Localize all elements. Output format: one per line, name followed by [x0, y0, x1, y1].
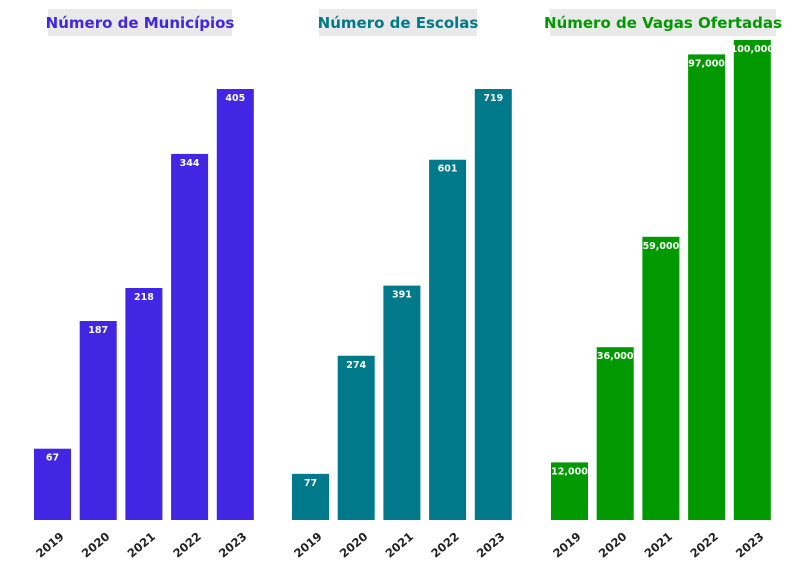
bar-2022: [429, 159, 467, 520]
bar-value-label: 97,000: [688, 58, 725, 69]
bar-2021: [125, 288, 163, 520]
panel-title: Número de Escolas: [318, 14, 479, 32]
bar-value-label: 405: [225, 93, 245, 104]
x-tick-label: 2021: [383, 529, 417, 560]
x-tick-label: 2023: [733, 529, 767, 560]
x-tick-label: 2022: [687, 529, 721, 560]
bar-value-label: 100,000: [731, 44, 775, 55]
panel-2: Número de Escolas 77 2019 274 2020 391 2021 601…: [291, 9, 512, 561]
x-tick-label: 2020: [337, 529, 371, 560]
bar-2023: [474, 89, 512, 520]
bar-2019: [34, 448, 71, 520]
bar-2022: [171, 153, 209, 520]
bar-2020: [596, 347, 634, 520]
bar-value-label: 274: [346, 360, 366, 371]
x-tick-label: 2020: [79, 529, 113, 560]
bar-2019: [551, 462, 588, 520]
panel-title-background: [319, 9, 477, 36]
bar-value-label: 77: [304, 478, 317, 489]
bar-value-label: 719: [483, 93, 503, 104]
bar-2021: [383, 285, 421, 520]
bar-value-label: 344: [180, 158, 200, 169]
x-tick-label: 2023: [216, 529, 250, 560]
x-tick-label: 2021: [642, 529, 676, 560]
x-tick-label: 2019: [33, 529, 67, 560]
bar-value-label: 67: [46, 453, 59, 464]
bar-value-label: 391: [392, 290, 412, 301]
bar-value-label: 601: [438, 164, 458, 175]
bar-2019: [292, 473, 329, 520]
panel-3: Número de Vagas Ofertadas 12,000 2019 36,00…: [544, 9, 782, 561]
bar-value-label: 218: [134, 292, 154, 303]
bar-value-label: 12,000: [551, 466, 588, 477]
panel-title-background: [48, 9, 232, 36]
bar-2022: [688, 54, 726, 521]
x-tick-label: 2020: [596, 529, 630, 560]
panel-title: Número de Municípios: [46, 14, 235, 32]
x-tick-label: 2019: [550, 529, 584, 560]
bar-2023: [216, 89, 254, 520]
bar-2020: [79, 320, 117, 520]
panel-1: Número de Municípios 67 2019 187 2020 218 2021…: [33, 9, 254, 561]
bar-2020: [337, 355, 375, 520]
x-tick-label: 2023: [474, 529, 508, 560]
x-tick-label: 2022: [428, 529, 462, 560]
panel-title-background: [550, 9, 776, 36]
x-tick-label: 2022: [170, 529, 204, 560]
bar-value-label: 36,000: [597, 351, 634, 362]
panel-title: Número de Vagas Ofertadas: [544, 14, 782, 32]
bar-value-label: 187: [88, 325, 108, 336]
bar-value-label: 59,000: [643, 241, 680, 252]
x-tick-label: 2019: [291, 529, 325, 560]
bar-2021: [642, 236, 680, 521]
bar-2023: [733, 40, 771, 520]
x-tick-label: 2021: [125, 529, 159, 560]
